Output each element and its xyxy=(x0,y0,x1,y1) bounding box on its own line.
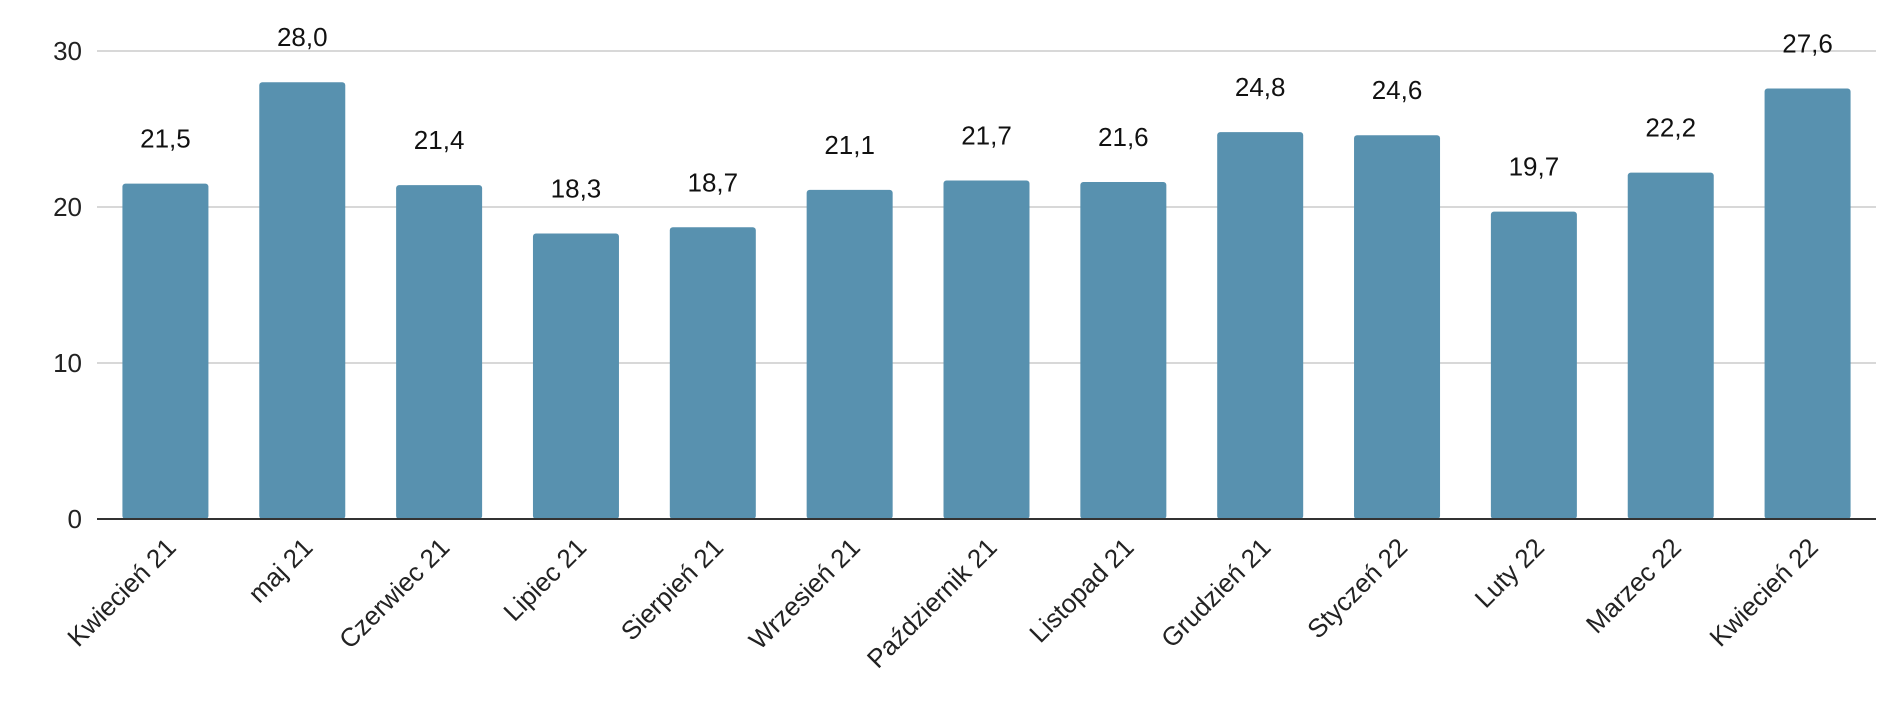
data-label: 18,7 xyxy=(688,167,739,197)
bar xyxy=(1490,211,1577,519)
data-label: 21,1 xyxy=(824,130,875,160)
bars xyxy=(122,82,1851,520)
data-labels: 21,5 28,0 21,4 18,3 18,7 21,1 21,7 21,6 24,8 24,6… xyxy=(140,22,1833,203)
bar xyxy=(1354,135,1441,520)
bar xyxy=(1627,172,1714,519)
data-label: 21,6 xyxy=(1098,122,1149,152)
x-tick-label: Grudzień 21 xyxy=(1155,532,1276,653)
y-tick-label: 10 xyxy=(53,348,82,378)
bar xyxy=(259,82,346,519)
x-tick-label: maj 21 xyxy=(242,532,318,608)
y-tick-label: 30 xyxy=(53,36,82,66)
data-label: 24,6 xyxy=(1372,75,1423,105)
x-tick-label: Czerwiec 21 xyxy=(333,532,455,654)
bar xyxy=(122,183,209,519)
data-label: 27,6 xyxy=(1782,28,1833,58)
bar xyxy=(1080,182,1167,520)
y-tick-label: 0 xyxy=(68,504,82,534)
data-label: 18,3 xyxy=(551,174,602,204)
bar xyxy=(1764,88,1851,519)
x-tick-label: Styczeń 22 xyxy=(1301,532,1413,644)
bar xyxy=(806,189,893,519)
data-label: 28,0 xyxy=(277,22,328,52)
data-label: 21,5 xyxy=(140,124,191,154)
bar xyxy=(669,227,756,519)
data-label: 21,4 xyxy=(414,125,465,155)
x-tick-label: Wrzesień 21 xyxy=(743,532,866,655)
x-tick-label: Kwiecień 22 xyxy=(1703,532,1823,652)
y-tick-labels: 0 10 20 30 xyxy=(53,36,82,534)
x-tick-label: Sierpień 21 xyxy=(615,532,729,646)
bar xyxy=(943,180,1030,520)
data-label: 21,7 xyxy=(961,120,1012,150)
x-tick-labels: Kwiecień 21 maj 21 Czerwiec 21 Lipiec 21 Sie… xyxy=(61,532,1824,674)
bar xyxy=(1217,132,1304,519)
bar xyxy=(532,233,619,519)
bar xyxy=(396,185,483,519)
x-tick-label: Lipiec 21 xyxy=(497,532,592,627)
x-tick-label: Listopad 21 xyxy=(1023,532,1139,648)
x-tick-label: Marzec 22 xyxy=(1580,532,1687,639)
data-label: 22,2 xyxy=(1645,113,1696,143)
data-label: 19,7 xyxy=(1509,152,1560,182)
data-label: 24,8 xyxy=(1235,72,1286,102)
x-tick-label: Październik 21 xyxy=(861,532,1003,674)
x-tick-label: Kwiecień 21 xyxy=(61,532,181,652)
x-tick-label: Luty 22 xyxy=(1469,532,1551,614)
y-tick-label: 20 xyxy=(53,192,82,222)
